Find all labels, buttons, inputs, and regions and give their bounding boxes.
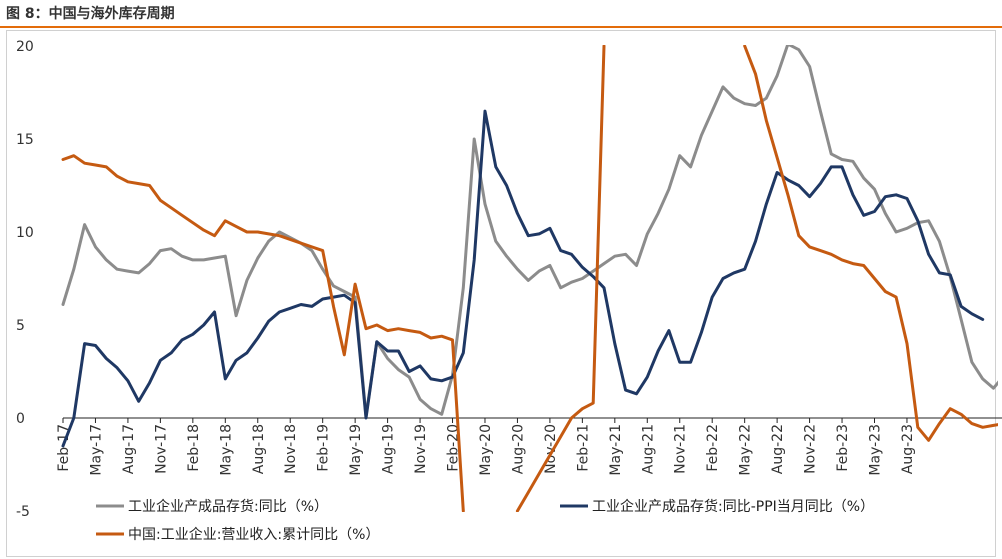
y-axis: 20 15 10 5 0 -5 xyxy=(16,39,34,520)
x-tick-label: May-20 xyxy=(478,424,494,476)
title-underline xyxy=(0,26,1002,28)
x-tick-label: Aug-19 xyxy=(381,424,397,474)
series-lines xyxy=(61,45,998,512)
figure-title-bar: 图 8：中国与海外库存周期 xyxy=(0,0,1002,28)
chart-frame xyxy=(6,30,996,557)
y-tick-label: 5 xyxy=(16,318,25,334)
x-tick-label: May-17 xyxy=(88,424,104,476)
x-tick-label: May-19 xyxy=(348,424,364,476)
x-tick-label: Aug-18 xyxy=(251,424,267,474)
legend-label: 中国:工业企业:营业收入:累计同比（%） xyxy=(128,526,379,543)
x-tick-label: Aug-20 xyxy=(510,424,526,474)
x-tick-label: Feb-19 xyxy=(316,424,332,472)
x-tick-label: Aug-21 xyxy=(640,424,656,474)
series-line-1 xyxy=(61,45,998,418)
y-tick-label: -5 xyxy=(16,504,30,520)
figure-title: 图 8：中国与海外库存周期 xyxy=(6,6,175,22)
y-tick-label: 10 xyxy=(16,225,34,241)
x-tick-label: Nov-19 xyxy=(413,424,429,474)
x-tick-label: Feb-22 xyxy=(705,424,721,472)
x-tick-label: Nov-21 xyxy=(673,424,689,474)
y-tick-label: 15 xyxy=(16,132,34,148)
x-tick-label: May-21 xyxy=(608,424,624,476)
legend-label: 工业企业产成品存货:同比-PPI当月同比（%） xyxy=(592,498,874,515)
x-tick-label: Aug-22 xyxy=(770,424,786,474)
x-tick-label: Feb-21 xyxy=(575,424,591,472)
x-tick-label: Nov-17 xyxy=(153,424,169,474)
x-tick-label: Feb-23 xyxy=(835,424,851,472)
legend-label: 工业企业产成品存货:同比（%） xyxy=(128,498,328,515)
legend: 工业企业产成品存货:同比（%） 工业企业产成品存货:同比-PPI当月同比（%） 中国… xyxy=(96,498,874,543)
x-axis: Feb-17 May-17 Aug-17 Nov-17 Feb-18 May-18 Aug-… xyxy=(56,417,1002,476)
series-line-2 xyxy=(61,109,985,448)
x-tick-label: May-18 xyxy=(218,424,234,476)
x-tick-label: Nov-20 xyxy=(543,424,559,474)
x-tick-label: Nov-18 xyxy=(283,424,299,474)
x-tick-label: May-22 xyxy=(738,424,754,476)
y-tick-label: 0 xyxy=(16,411,25,427)
x-tick-label: May-23 xyxy=(868,424,884,476)
x-tick-label: Feb-18 xyxy=(186,424,202,472)
y-tick-label: 20 xyxy=(16,39,34,55)
x-tick-label: Aug-23 xyxy=(900,424,916,474)
x-tick-label: Nov-22 xyxy=(803,424,819,474)
x-tick-label: Aug-17 xyxy=(121,424,137,474)
series-line-3 xyxy=(61,45,998,512)
